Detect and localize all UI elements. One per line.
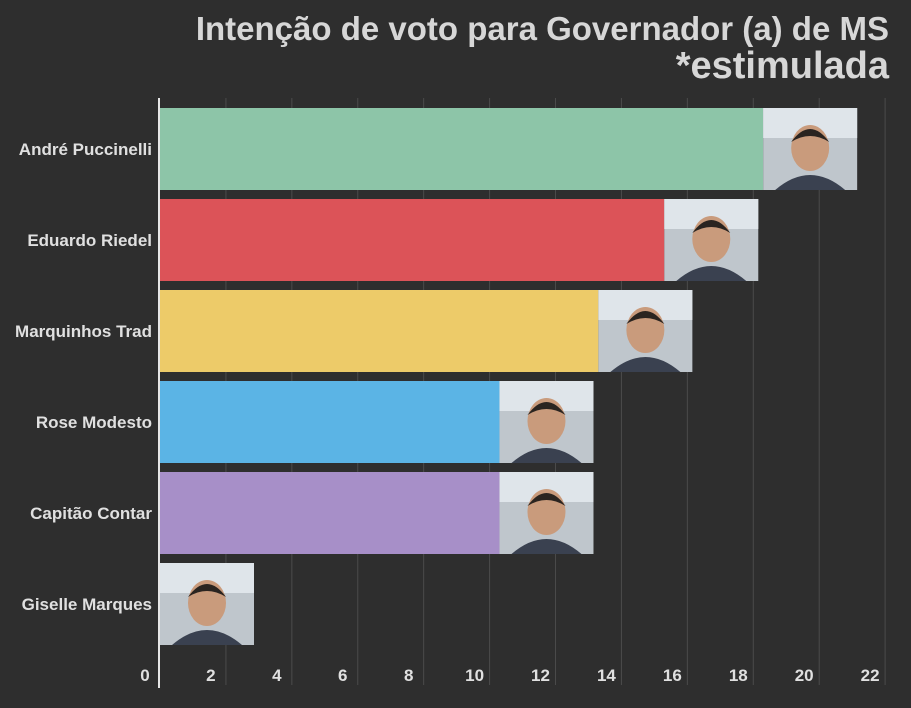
portrait-andre-puccinelli <box>763 108 858 190</box>
portrait-rose-modesto <box>499 381 594 463</box>
portrait-marquinhos-trad <box>598 290 693 372</box>
x-tick-label: 10 <box>465 666 484 685</box>
bars <box>160 108 764 554</box>
portrait-giselle-marques <box>160 563 254 645</box>
chart-title-line2: *estimulada <box>675 44 889 87</box>
portraits <box>160 108 858 645</box>
x-tick-label: 6 <box>338 666 347 685</box>
grid-lines <box>225 98 886 685</box>
category-label: Eduardo Riedel <box>27 231 152 250</box>
category-labels: André Puccinelli Eduardo Riedel Marquinhos… <box>15 140 152 614</box>
x-tick-label: 20 <box>795 666 814 685</box>
category-label: Capitão Contar <box>30 504 152 523</box>
chart-title: Intenção de voto para Governador (a) de … <box>195 10 889 87</box>
x-tick-label: 22 <box>861 666 880 685</box>
x-tick-label: 16 <box>663 666 682 685</box>
bar <box>160 108 764 190</box>
category-label: Giselle Marques <box>22 595 152 614</box>
bar <box>160 381 500 463</box>
x-tick-label: 0 <box>140 666 149 685</box>
x-axis-ticks: 0 2 4 6 8 10 12 14 16 18 20 22 <box>140 666 879 685</box>
chart-title-line1: Intenção de voto para Governador (a) de … <box>195 10 889 47</box>
x-tick-label: 14 <box>597 666 616 685</box>
bar <box>160 472 500 554</box>
category-label: Marquinhos Trad <box>15 322 152 341</box>
x-tick-label: 8 <box>404 666 413 685</box>
bar <box>160 199 665 281</box>
x-tick-label: 18 <box>729 666 748 685</box>
x-tick-label: 12 <box>531 666 550 685</box>
category-label: Rose Modesto <box>36 413 152 432</box>
portrait-eduardo-riedel <box>664 199 759 281</box>
x-tick-label: 4 <box>272 666 282 685</box>
bar <box>160 290 599 372</box>
portrait-capitao-contar <box>499 472 594 554</box>
category-label: André Puccinelli <box>19 140 152 159</box>
x-tick-label: 2 <box>206 666 215 685</box>
